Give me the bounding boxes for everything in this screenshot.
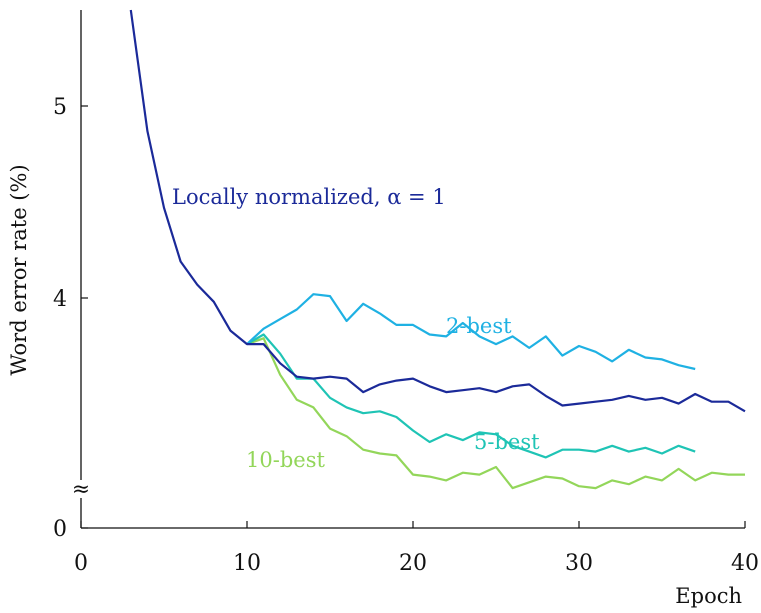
x-axis-label: Epoch [675,584,742,608]
y-tick-label: 0 [53,517,67,542]
x-tick-label: 40 [731,551,759,576]
series-line-10-best [246,337,745,490]
y-tick-label: 4 [53,287,67,312]
y-axis-label: Word error rate (%) [7,164,31,375]
x-tick-label: 30 [565,551,593,576]
x-tick-label: 10 [233,551,261,576]
series-layer [129,9,746,490]
series-label-locally-normalized: Locally normalized, α = 1 [172,185,446,209]
ticks: 0 10 20 30 40 0 4 5 [53,95,759,576]
series-line-2-best [246,293,696,371]
y-tick-label: 5 [53,95,67,120]
series-label-5-best: 5-best [474,430,540,454]
x-tick-label: 0 [74,551,88,576]
series-label-10-best: 10-best [246,448,325,472]
series-line-locally-normalized [129,9,746,413]
series-label-2-best: 2-best [446,314,512,338]
series-line-5-best [246,333,696,459]
x-tick-label: 20 [399,551,427,576]
axis-break-symbol: ≈ [72,477,90,502]
